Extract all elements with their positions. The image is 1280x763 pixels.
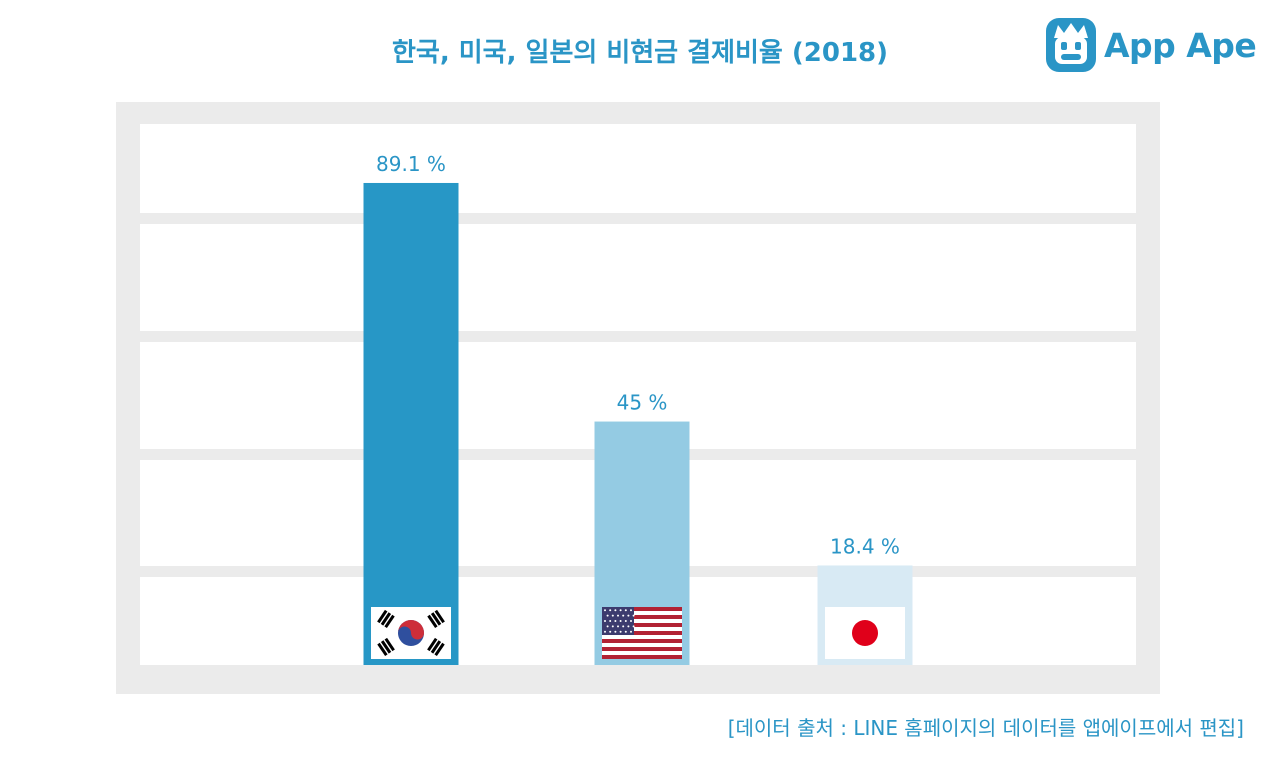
flag-stripe [602, 647, 682, 651]
logo-text: App Ape [1104, 25, 1257, 65]
trigram-top-right [427, 609, 445, 629]
flag-star [624, 609, 627, 612]
flag-star [604, 630, 606, 633]
flag-stripe [602, 643, 682, 647]
flag-stripe [602, 631, 682, 635]
trigram-bar [384, 614, 395, 629]
japan-flag-icon [825, 607, 905, 659]
flag-star [619, 620, 622, 622]
flag-star [611, 614, 614, 617]
flag-star [604, 609, 606, 612]
flag-stripe [602, 611, 682, 615]
data-label-korea: 89.1 % [376, 152, 446, 176]
flag-star [624, 630, 627, 633]
flag-stripe [602, 655, 682, 659]
flag-star [624, 620, 627, 622]
trigram-bar [380, 640, 392, 654]
flag-star [627, 614, 630, 617]
monkey-logo-icon [1046, 18, 1096, 72]
flag-star [632, 625, 635, 628]
flag-star [604, 620, 606, 622]
trigram-bar [377, 609, 388, 624]
flag-stripe [602, 615, 682, 619]
flag-star [609, 630, 612, 633]
flag-star [627, 625, 630, 628]
flag-star [630, 609, 632, 612]
trigram-bar [384, 637, 395, 652]
chart-frame: 89.1 % 45 % 18.4 % [116, 102, 1160, 694]
trigram-bottom-left [377, 637, 395, 657]
app-ape-logo: App Ape [1044, 16, 1257, 74]
flag-star [606, 625, 609, 628]
data-label-usa: 45 % [617, 391, 668, 415]
flag-stripe [602, 651, 682, 655]
flag-star [622, 625, 625, 628]
trigram-bar [430, 612, 442, 626]
flag-star [632, 614, 635, 617]
data-label-japan: 18.4 % [830, 534, 900, 558]
trigram-bar [430, 640, 442, 654]
flag-stripe [602, 627, 682, 631]
bar-chart: 89.1 % 45 % 18.4 % [140, 124, 1136, 665]
flag-star [614, 630, 617, 633]
flag-stripe [602, 639, 682, 643]
flag-star [611, 625, 614, 628]
source-note: [데이터 출처 : LINE 홈페이지의 데이터를 앱에이프에서 편집] [727, 716, 1244, 740]
chart-title: 한국, 미국, 일본의 비현금 결제비율 (2018) [391, 38, 889, 68]
trigram-bar [434, 609, 445, 624]
trigram-bar [427, 637, 438, 652]
usa-flag-icon [602, 607, 682, 659]
taeguk-red [398, 620, 424, 640]
flag-star [609, 609, 612, 612]
flag-stripe [602, 635, 682, 639]
flag-star [619, 609, 622, 612]
flag-star [606, 614, 609, 617]
chart-panel [140, 124, 1136, 213]
flag-star [614, 609, 617, 612]
flag-star [614, 620, 617, 622]
flag-star [617, 614, 619, 617]
flag-star [622, 614, 625, 617]
trigram-bar [380, 612, 392, 626]
flag-star [630, 630, 632, 633]
flag-stripe [602, 619, 682, 623]
flag-stripe [602, 607, 682, 611]
flag-star [619, 630, 622, 633]
trigram-bar [377, 642, 388, 657]
chart-panel [140, 224, 1136, 331]
flag-star [630, 620, 632, 622]
trigram-top-left [377, 609, 395, 629]
flag-star [617, 625, 619, 628]
trigram-bar [434, 642, 445, 657]
trigram-bar [427, 614, 438, 629]
hinomaru [852, 620, 878, 646]
korea-flag-icon [371, 607, 451, 659]
trigram-bottom-right [427, 637, 445, 657]
flag-star [609, 620, 612, 622]
bar-korea [363, 182, 459, 665]
flag-stripe [602, 623, 682, 627]
flag-canton [602, 607, 634, 635]
